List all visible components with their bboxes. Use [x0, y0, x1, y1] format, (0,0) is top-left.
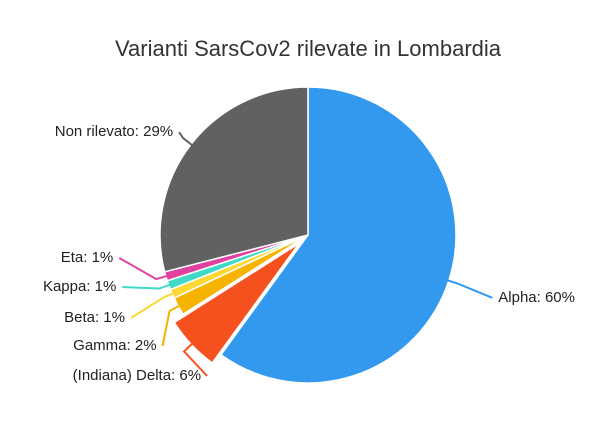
slice-label: Non rilevato: 29% — [55, 123, 173, 140]
leader-line — [178, 131, 195, 148]
leader-line — [444, 278, 493, 299]
leader-line — [118, 257, 170, 281]
slice-label: Alpha: 60% — [498, 289, 575, 306]
slice-label: Gamma: 2% — [73, 337, 156, 354]
slice-label: Beta: 1% — [64, 309, 125, 326]
leader-line — [130, 291, 177, 319]
leader-line — [122, 282, 173, 290]
slice-label: Kappa: 1% — [43, 278, 116, 295]
leader-line — [182, 341, 208, 377]
chart-title: Varianti SarsCov2 rilevate in Lombardia — [115, 36, 502, 61]
slice-label: (Indiana) Delta: 6% — [73, 367, 201, 384]
leader-line — [161, 303, 183, 347]
slice-label: Eta: 1% — [61, 249, 114, 266]
